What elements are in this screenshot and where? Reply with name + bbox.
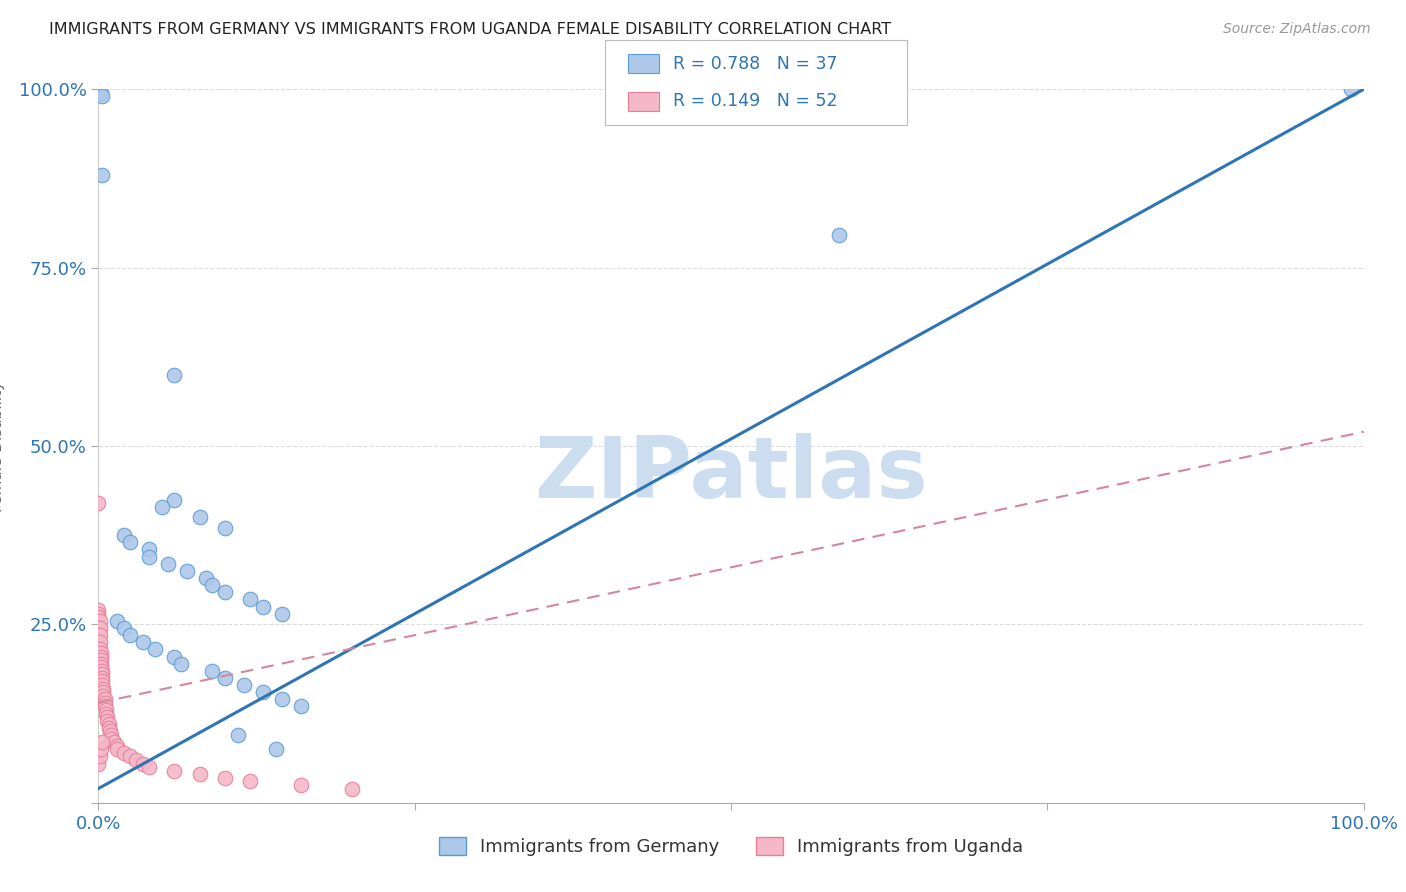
Point [1340,82,1362,96]
Point [89,749,111,764]
Point [120,749,141,764]
Point [188,510,211,524]
Point [87,607,110,621]
Point [103,735,125,749]
Point [96,714,118,728]
Point [214,771,236,785]
Point [98,724,121,739]
Point [93,681,115,696]
Point [163,764,186,778]
Point [214,521,236,535]
Point [97,721,120,735]
Point [145,642,166,657]
Point [91,671,114,685]
Point [91,168,114,182]
Point [132,756,155,771]
Point [188,767,211,781]
Point [163,492,186,507]
Point [120,535,141,549]
Point [252,599,274,614]
Point [90,86,112,100]
Point [87,603,110,617]
Point [93,685,115,699]
Point [233,678,256,692]
Point [94,706,117,721]
Point [163,368,186,382]
Point [91,664,114,678]
Point [270,607,294,621]
Point [270,692,294,706]
Point [201,664,224,678]
Point [138,542,160,557]
Point [90,742,112,756]
Point [157,557,180,571]
Point [91,678,114,692]
Point [290,699,312,714]
Point [290,778,312,792]
Point [340,781,363,796]
Text: R = 0.149   N = 52: R = 0.149 N = 52 [673,93,838,111]
Point [120,628,141,642]
Point [138,549,160,564]
Point [827,228,849,243]
Point [89,621,111,635]
Point [125,753,148,767]
Text: IMMIGRANTS FROM GERMANY VS IMMIGRANTS FROM UGANDA FEMALE DISABILITY CORRELATION : IMMIGRANTS FROM GERMANY VS IMMIGRANTS FR… [49,22,891,37]
Point [90,646,112,660]
Point [93,689,115,703]
Point [214,671,236,685]
Point [90,657,112,671]
Point [107,739,129,753]
Point [90,653,112,667]
Text: R = 0.788   N = 37: R = 0.788 N = 37 [673,54,838,72]
Text: ZIPatlas: ZIPatlas [534,433,928,516]
Point [91,667,114,681]
Text: Source: ZipAtlas.com: Source: ZipAtlas.com [1223,22,1371,37]
Point [89,628,111,642]
Point [252,685,274,699]
Point [239,592,262,607]
Point [163,649,186,664]
Point [90,660,112,674]
Point [214,585,236,599]
Point [226,728,249,742]
Point [91,674,114,689]
Y-axis label: Female Disability: Female Disability [0,380,4,512]
Legend: Immigrants from Germany, Immigrants from Uganda: Immigrants from Germany, Immigrants from… [430,828,1032,865]
Point [112,746,135,760]
Point [90,649,112,664]
Point [96,710,118,724]
Point [87,610,110,624]
Point [194,571,218,585]
Point [107,614,129,628]
Point [169,657,191,671]
Point [150,500,173,514]
Point [93,699,117,714]
Point [100,728,122,742]
Point [87,756,110,771]
Point [112,528,135,542]
Point [132,635,155,649]
Point [112,621,135,635]
Point [87,496,110,510]
Point [264,742,287,756]
Point [94,703,117,717]
Point [138,760,160,774]
Point [91,89,114,103]
Point [201,578,224,592]
Point [97,717,120,731]
Point [89,614,111,628]
Point [89,635,111,649]
Point [176,564,198,578]
Point [107,742,129,756]
Point [93,696,117,710]
Point [100,731,122,746]
Point [239,774,262,789]
Point [91,735,114,749]
Point [89,642,111,657]
Point [93,692,117,706]
